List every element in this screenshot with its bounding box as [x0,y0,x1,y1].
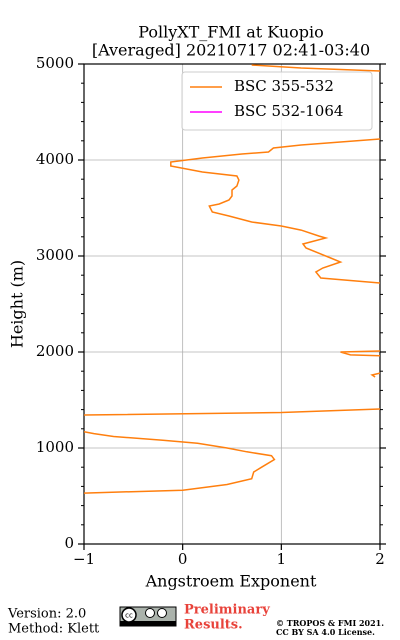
y-tick-label: 3000 [36,246,74,264]
x-tick-label: 2 [375,550,385,568]
copyright: © TROPOS & FMI 2021. [276,618,384,628]
chart-subtitle: [Averaged] 20210717 02:41-03:40 [92,41,370,60]
notice: Results. [184,618,243,633]
x-tick-label: −1 [73,550,95,568]
y-tick-label: 2000 [36,342,74,360]
notice: Preliminary [184,603,270,618]
method: Method: Klett [8,622,100,637]
y-axis-label: Height (m) [8,260,27,348]
y-tick-label: 4000 [36,150,74,168]
x-tick-label: 0 [178,550,188,568]
y-tick-label: 5000 [36,54,74,72]
x-axis-label: Angstroem Exponent [145,572,317,591]
series-line [84,64,380,494]
legend-box [181,71,373,131]
legend-label: BSC 532-1064 [234,102,343,120]
copyright: CC BY SA 4.0 License. [276,627,375,637]
cc-logo: cc [119,606,177,627]
svg-text:cc: cc [125,612,133,620]
y-tick-label: 1000 [36,438,74,456]
legend-label: BSC 355-532 [234,77,334,95]
chart-title: PollyXT_FMI at Kuopio [138,23,324,42]
x-tick-label: 1 [277,550,287,568]
plot-frame [83,63,381,545]
y-tick-label: 0 [64,534,74,552]
version: Version: 2.0 [7,607,86,622]
